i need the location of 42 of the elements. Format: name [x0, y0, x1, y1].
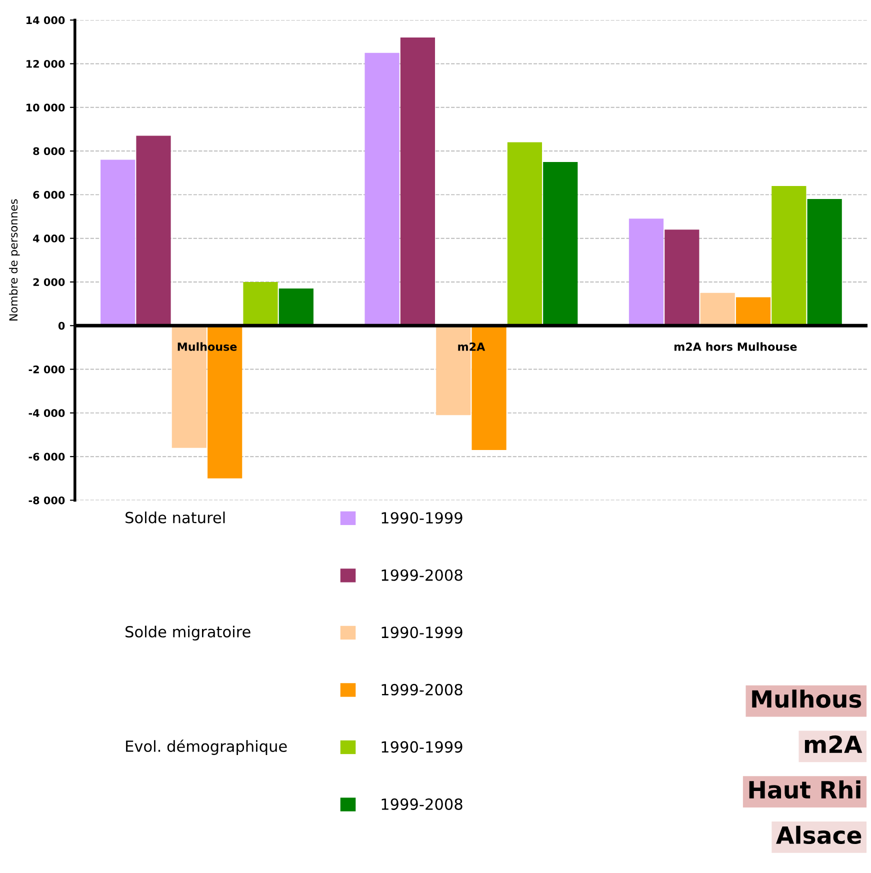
bar	[364, 52, 400, 326]
y-tick-label: -4 000	[28, 409, 65, 418]
y-tick-label: 10 000	[26, 104, 65, 112]
text: Solde migratoire	[126, 626, 250, 640]
y-tick-label: -6 000	[28, 452, 65, 461]
y-tick-label: -8 000	[28, 496, 65, 504]
bar	[278, 288, 314, 326]
legend-label: 1990-1999	[382, 741, 462, 753]
y-tick-label: 12 000	[26, 60, 65, 68]
bar	[664, 230, 700, 326]
y-tick-label: 8 000	[33, 147, 65, 156]
text: Haut Rhi	[749, 780, 860, 799]
bar	[628, 218, 664, 326]
bar	[507, 142, 542, 326]
bar	[700, 292, 735, 326]
y-tick-label: 0	[58, 322, 65, 330]
legend-label: 1999-2008	[382, 569, 462, 581]
y-tick-label: 4 000	[33, 234, 65, 242]
bar	[807, 199, 842, 326]
legend-label: 1990-1999	[382, 626, 462, 638]
text: Mulhous	[752, 690, 862, 708]
bar	[136, 136, 171, 326]
bar	[543, 162, 578, 326]
y-tick-label: 6 000	[33, 190, 65, 199]
legend-label: 1990-1999	[382, 512, 462, 524]
bar	[736, 297, 771, 326]
bar	[243, 282, 278, 326]
y-tick-label: -2 000	[28, 366, 65, 374]
legend-label: 1999-2008	[382, 684, 462, 696]
bar	[100, 160, 136, 326]
text: Evol. démographique	[126, 740, 287, 755]
bar	[772, 186, 806, 326]
text: m2A	[804, 735, 862, 753]
text: Alsace	[776, 826, 862, 844]
legend-label: 1999-2008	[382, 798, 462, 810]
bar	[400, 38, 436, 326]
y-tick-label: 2 000	[33, 278, 65, 286]
x-tick-label: m2A	[458, 342, 486, 351]
x-tick-label: m2A hors Mulhouse	[674, 342, 797, 351]
y-tick-label: 14 000	[26, 16, 65, 24]
text: Solde naturel	[126, 512, 225, 524]
y-axis-title: Nombre de personnes	[9, 199, 20, 320]
